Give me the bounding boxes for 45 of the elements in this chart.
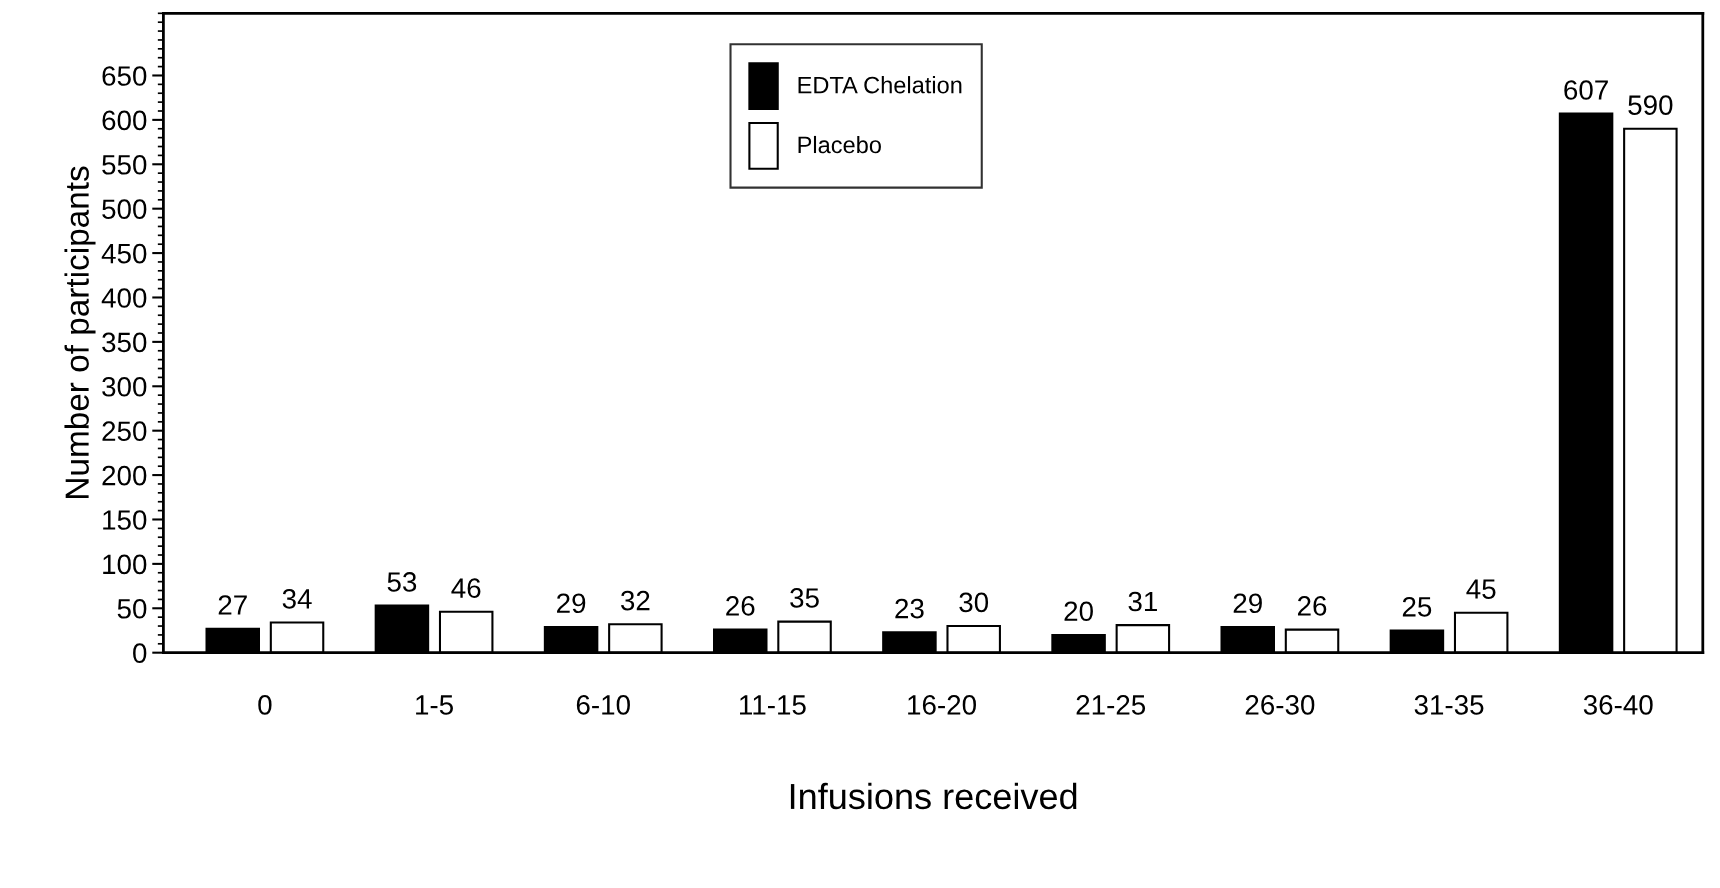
- data-label: 26: [1297, 596, 1327, 616]
- y-tick-label: 250: [102, 421, 147, 442]
- data-label: 29: [1233, 593, 1262, 614]
- data-label: 32: [620, 590, 650, 611]
- y-tick-label: 400: [101, 288, 147, 308]
- x-tick-label: 16-20: [908, 695, 976, 715]
- y-tick-label: 550: [102, 154, 147, 175]
- y-tick-label: 600: [102, 110, 147, 131]
- data-label: 34: [282, 588, 312, 609]
- data-label: 607: [1564, 80, 1608, 100]
- x-tick-label: 6-10: [576, 695, 630, 715]
- data-label: 46: [451, 578, 481, 599]
- legend-label: EDTA Chelation: [798, 76, 962, 94]
- data-label: 590: [1628, 95, 1673, 115]
- y-tick-label: 200: [102, 465, 147, 486]
- y-axis-title: Number of participants: [64, 166, 96, 498]
- y-tick-label: 450: [101, 243, 147, 264]
- x-tick-label: 31-35: [1414, 695, 1484, 715]
- x-axis-title: Infusions received: [790, 782, 1077, 810]
- data-label: 27: [218, 595, 247, 615]
- data-label: 20: [1064, 601, 1093, 622]
- legend-label: Placebo: [798, 135, 881, 154]
- x-tick-label: 11-15: [740, 695, 806, 715]
- data-label: 26: [726, 596, 755, 616]
- y-tick-label: 650: [102, 66, 147, 86]
- data-label: 23: [895, 598, 924, 619]
- x-tick-label: 26-30: [1245, 695, 1315, 715]
- y-tick-label: 500: [102, 199, 147, 220]
- y-tick-label: 350: [102, 332, 147, 353]
- y-tick-label: 300: [102, 376, 147, 397]
- data-label: 31: [1128, 591, 1157, 612]
- y-tick-label: 50: [117, 598, 147, 619]
- data-label: 45: [1466, 579, 1496, 599]
- y-tick-label: 0: [133, 643, 147, 664]
- data-label: 30: [959, 592, 989, 613]
- x-tick-label: 1-5: [416, 695, 453, 715]
- y-tick-label: 100: [103, 554, 147, 575]
- data-label: 29: [557, 593, 586, 614]
- data-label: 25: [1402, 596, 1432, 617]
- data-label: 35: [790, 588, 819, 608]
- x-tick-label: 21-25: [1076, 695, 1146, 715]
- y-tick-label: 150: [103, 510, 147, 530]
- x-tick-label: 0: [258, 695, 272, 715]
- data-label: 53: [387, 572, 417, 592]
- x-tick-label: 36-40: [1583, 695, 1653, 715]
